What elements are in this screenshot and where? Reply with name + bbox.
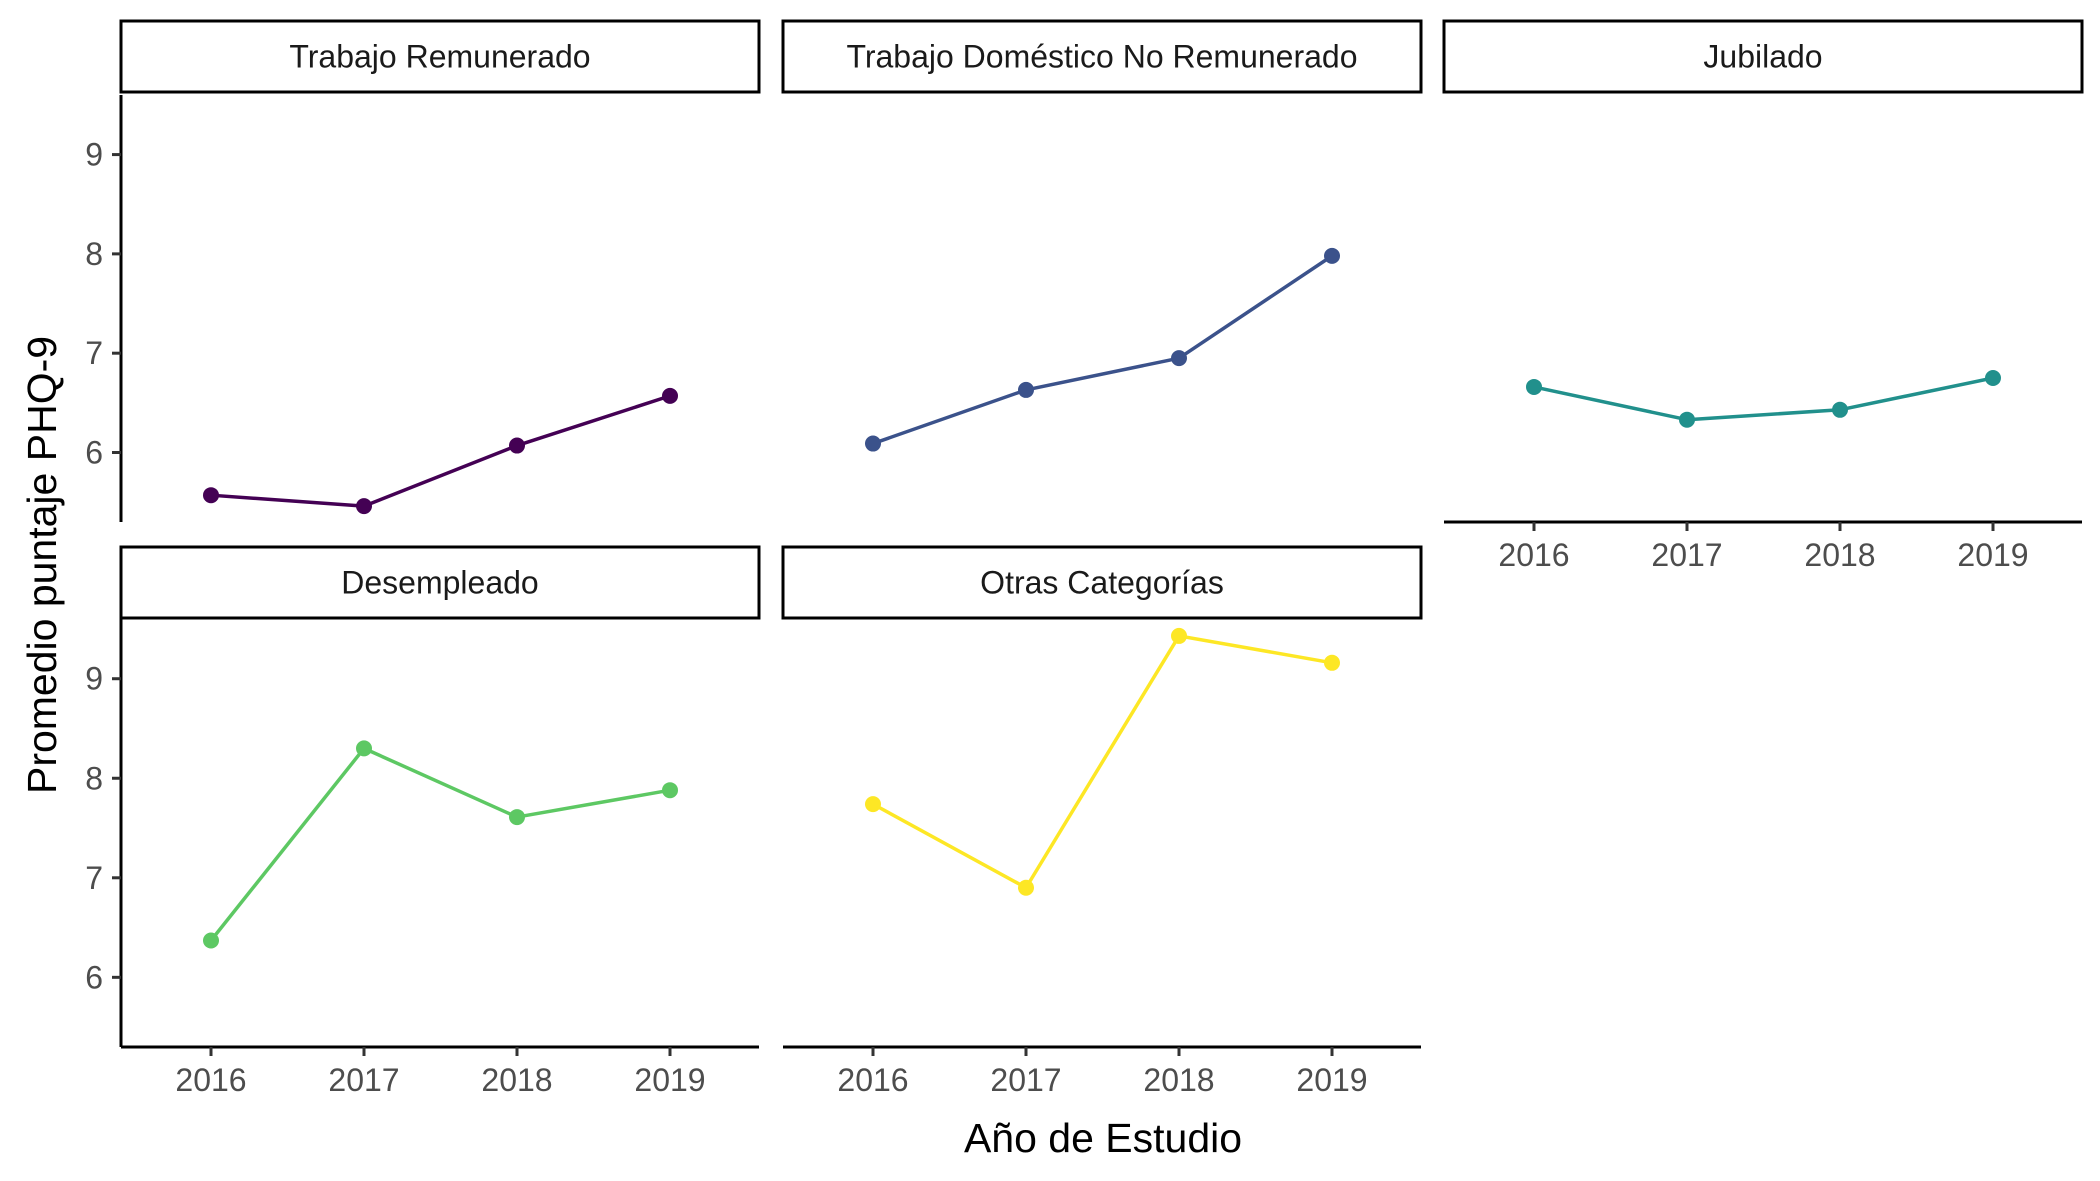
data-point-trabajo-domestico-no-remunerado-2017	[1018, 381, 1034, 398]
strip-label-trabajo-domestico-no-remunerado: Trabajo Doméstico No Remunerado	[846, 39, 1357, 75]
x-tick-label: 2019	[1296, 1062, 1367, 1098]
data-point-trabajo-remunerado-2016	[203, 487, 219, 504]
series-line-otras-categorias	[872, 634, 1333, 890]
strip-label-otras-categorias: Otras Categorías	[980, 565, 1224, 601]
x-tick-label: 2016	[837, 1062, 908, 1098]
series-line-jubilado	[1533, 376, 1994, 422]
strip-otras-categorias	[781, 545, 1423, 620]
data-point-otras-categorias-2018	[1171, 627, 1187, 644]
strip-label-jubilado: Jubilado	[1703, 39, 1822, 75]
data-point-trabajo-remunerado-2017	[356, 498, 372, 515]
y-tick-label: 7	[85, 860, 103, 896]
panel-desempleado: Desempleado 6 7 8 9 2016 2017 2018 2019	[85, 545, 761, 1098]
strip-trabajo-remunerado	[119, 19, 761, 94]
x-tick-label: 2017	[990, 1062, 1061, 1098]
y-tick-label: 9	[85, 661, 103, 697]
data-point-jubilado-2019	[1985, 370, 2001, 387]
y-tick-label: 9	[85, 137, 103, 173]
x-tick-label: 2018	[481, 1062, 552, 1098]
panel-trabajo-remunerado: Trabajo Remunerado 6 7 8 9	[85, 19, 761, 522]
panel-jubilado: Jubilado 2016 2017 2018 2019	[1442, 19, 2084, 573]
x-tick-label: 2017	[1651, 537, 1722, 573]
strip-trabajo-domestico-no-remunerado	[781, 19, 1423, 94]
data-point-trabajo-remunerado-2019	[662, 387, 678, 404]
x-tick-label: 2019	[634, 1062, 705, 1098]
data-point-trabajo-domestico-no-remunerado-2016	[865, 435, 881, 452]
y-tick-label: 8	[85, 760, 103, 796]
x-tick-label: 2016	[1498, 537, 1569, 573]
x-tick-label: 2018	[1804, 537, 1875, 573]
data-point-jubilado-2017	[1679, 411, 1695, 428]
data-point-otras-categorias-2016	[865, 796, 881, 813]
x-tick-label: 2019	[1957, 537, 2028, 573]
y-tick-label: 8	[85, 236, 103, 272]
data-point-trabajo-domestico-no-remunerado-2018	[1171, 350, 1187, 367]
series-line-desempleado	[209, 746, 671, 942]
data-point-desempleado-2016	[203, 932, 219, 949]
series-line-trabajo-remunerado	[210, 394, 671, 508]
y-axis-title: Promedio puntaje PHQ-9	[19, 336, 65, 794]
x-tick-label: 2016	[175, 1062, 246, 1098]
x-tick-label: 2018	[1143, 1062, 1214, 1098]
data-point-desempleado-2017	[356, 740, 372, 757]
x-tick-label: 2017	[328, 1062, 399, 1098]
data-point-otras-categorias-2019	[1324, 654, 1340, 671]
series-line-trabajo-domestico-no-remunerado	[872, 254, 1333, 446]
strip-label-trabajo-remunerado: Trabajo Remunerado	[289, 39, 590, 75]
data-point-desempleado-2018	[509, 809, 525, 826]
strip-desempleado	[119, 545, 761, 620]
x-axis-title: Año de Estudio	[964, 1115, 1242, 1161]
strip-jubilado	[1442, 19, 2084, 94]
y-tick-label: 6	[85, 959, 103, 995]
data-point-trabajo-domestico-no-remunerado-2019	[1324, 247, 1340, 264]
data-point-trabajo-remunerado-2018	[509, 437, 525, 454]
strip-label-desempleado: Desempleado	[341, 565, 538, 601]
y-tick-label: 7	[85, 335, 103, 371]
panel-trabajo-domestico-no-remunerado: Trabajo Doméstico No Remunerado	[781, 19, 1423, 452]
panel-otras-categorias: Otras Categorías 2016 2017 2018 2019	[781, 545, 1423, 1098]
data-point-otras-categorias-2017	[1018, 879, 1034, 896]
data-point-jubilado-2016	[1526, 378, 1542, 395]
data-point-desempleado-2019	[662, 782, 678, 799]
data-point-jubilado-2018	[1832, 401, 1848, 418]
y-tick-label: 6	[85, 434, 103, 470]
